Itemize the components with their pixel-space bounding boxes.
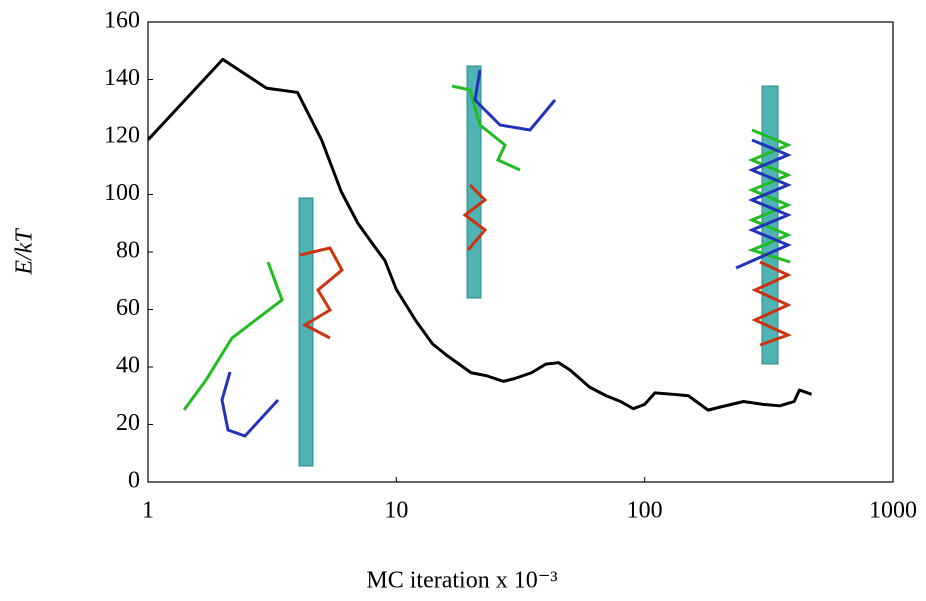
y-tick-label: 140 xyxy=(104,65,140,91)
molecule-left xyxy=(182,197,344,467)
y-axis-label: E/kT xyxy=(12,228,38,276)
x-tick-label: 1 xyxy=(142,498,154,524)
y-tick-label: 40 xyxy=(116,353,140,379)
molecule-right xyxy=(735,85,792,365)
molecule-middle xyxy=(451,65,557,299)
x-tick-label: 1000 xyxy=(869,498,917,524)
y-tick-label: 160 xyxy=(104,8,140,34)
data-line xyxy=(146,57,813,412)
y-tick-label: 20 xyxy=(116,410,140,436)
y-tick-label: 80 xyxy=(116,238,140,264)
y-tick-label: 100 xyxy=(104,180,140,206)
x-tick-label: 100 xyxy=(627,498,663,524)
y-tick-label: 0 xyxy=(128,468,140,494)
plot-frame xyxy=(147,21,894,483)
x-tick-label: 10 xyxy=(384,498,408,524)
y-tick-label: 60 xyxy=(116,295,140,321)
x-axis-label: MC iteration x 10⁻³ xyxy=(366,568,557,594)
y-tick-label: 120 xyxy=(104,123,140,149)
